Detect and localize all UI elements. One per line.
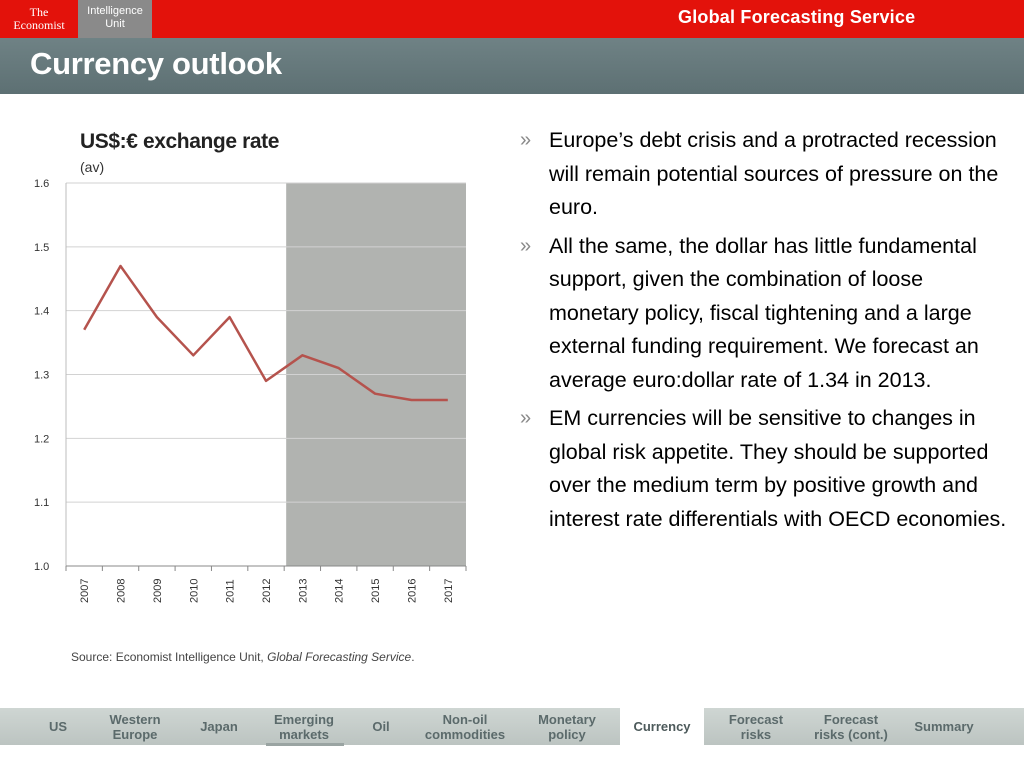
nav-label-2: Europe — [112, 726, 158, 742]
nav-japan[interactable]: Japan — [188, 708, 250, 745]
x-tick-label: 2007 — [79, 579, 91, 603]
nav-monetary-policy[interactable]: Monetary policy — [526, 708, 608, 745]
nav-label: Emerging — [274, 711, 334, 727]
nav-label: Forecast — [728, 711, 784, 727]
x-tick-label: 2010 — [188, 579, 200, 603]
y-tick-label: 1.1 — [34, 497, 49, 509]
y-tick-label: 1.3 — [34, 370, 49, 382]
nav-label-2: commodities — [424, 726, 506, 742]
x-tick-label: 2011 — [225, 579, 237, 603]
eiu-line2: Unit — [105, 18, 125, 30]
bullet-text: EM currencies will be sensitive to chang… — [549, 406, 1007, 531]
bullet-marker-icon: » — [520, 407, 532, 429]
source-prefix: Source: Economist Intelligence Unit, — [71, 650, 268, 664]
y-tick-label: 1.6 — [34, 178, 49, 190]
x-tick-label: 2015 — [370, 579, 382, 603]
chart-title: US$:€ exchange rate — [80, 130, 279, 153]
nav-forecast-risks-cont[interactable]: Forecast risks (cont.) — [806, 708, 896, 745]
chart-source: Source: Economist Intelligence Unit, Glo… — [71, 650, 415, 664]
y-tick-label: 1.0 — [34, 561, 49, 573]
logo-line2: Economist — [13, 18, 65, 32]
eiu-logo[interactable]: Intelligence Unit — [78, 0, 152, 38]
eiu-line1: Intelligence — [87, 5, 143, 17]
bullet-marker-icon: » — [520, 129, 532, 151]
bullet-item: » All the same, the dollar has little fun… — [520, 230, 1015, 398]
y-tick-label: 1.2 — [34, 433, 49, 445]
nav-label-2: risks — [740, 726, 772, 742]
nav-label: US — [48, 719, 68, 734]
source-italic: Global Forecasting Service — [267, 650, 412, 664]
nav-non-oil-commodities[interactable]: Non-oil commodities — [418, 708, 512, 745]
nav-us[interactable]: US — [28, 708, 88, 745]
nav-label-2: risks (cont.) — [814, 726, 888, 742]
nav-label: Western — [109, 711, 161, 727]
nav-western-europe[interactable]: Western Europe — [100, 708, 170, 745]
nav-emerging-underline — [266, 743, 344, 746]
x-tick-label: 2014 — [334, 579, 346, 603]
page-title: Currency outlook — [30, 46, 282, 81]
nav-currency[interactable]: Currency — [620, 708, 704, 745]
nav-summary[interactable]: Summary — [906, 708, 982, 745]
x-tick-label: 2009 — [152, 579, 164, 603]
economist-logo[interactable]: The Economist — [0, 0, 78, 38]
x-tick-label: 2013 — [297, 579, 309, 603]
nav-label-2: markets — [279, 726, 329, 742]
bottom-nav: US Western Europe Japan Emerging markets O… — [0, 708, 1024, 745]
nav-emerging-markets[interactable]: Emerging markets — [264, 708, 344, 745]
nav-label: Japan — [200, 719, 238, 734]
nav-label: Forecast — [823, 711, 879, 727]
y-tick-label: 1.4 — [34, 306, 49, 318]
nav-label-2: policy — [548, 726, 586, 742]
nav-label: Non-oil — [442, 711, 488, 727]
x-tick-label: 2012 — [261, 579, 273, 603]
bullet-text: All the same, the dollar has little fund… — [549, 233, 979, 392]
bullet-text: Europe’s debt crisis and a protracted re… — [549, 128, 999, 219]
title-bar: Currency outlook — [0, 38, 1024, 94]
x-tick-label: 2017 — [443, 579, 455, 603]
nav-forecast-risks[interactable]: Forecast risks — [718, 708, 794, 745]
nav-label: Oil — [372, 719, 390, 734]
bullet-item: » Europe’s debt crisis and a protracted r… — [520, 124, 1015, 225]
exchange-rate-chart: 1.0 1.1 1.2 1.3 1.4 1.5 1.6 2007 2008 2009 2010 201… — [34, 178, 467, 603]
nav-label: Monetary — [538, 711, 596, 727]
nav-label: Summary — [914, 719, 974, 734]
nav-label: Currency — [633, 719, 691, 734]
bullet-marker-icon: » — [520, 234, 532, 257]
service-title: Global Forecasting Service — [678, 7, 916, 27]
chart-subtitle: (av) — [80, 159, 105, 175]
y-tick-label: 1.5 — [34, 242, 49, 254]
source-suffix: . — [411, 650, 415, 664]
top-bar: The Economist Intelligence Unit Global F… — [0, 0, 1024, 38]
x-tick-label: 2008 — [116, 579, 128, 603]
bullet-item: » EM currencies will be sensitive to chan… — [520, 402, 1015, 536]
x-tick-label: 2016 — [406, 579, 418, 603]
logo-line1: The — [29, 5, 49, 19]
nav-oil[interactable]: Oil — [356, 708, 406, 745]
bullet-list: » Europe’s debt crisis and a protracted r… — [520, 124, 1015, 541]
